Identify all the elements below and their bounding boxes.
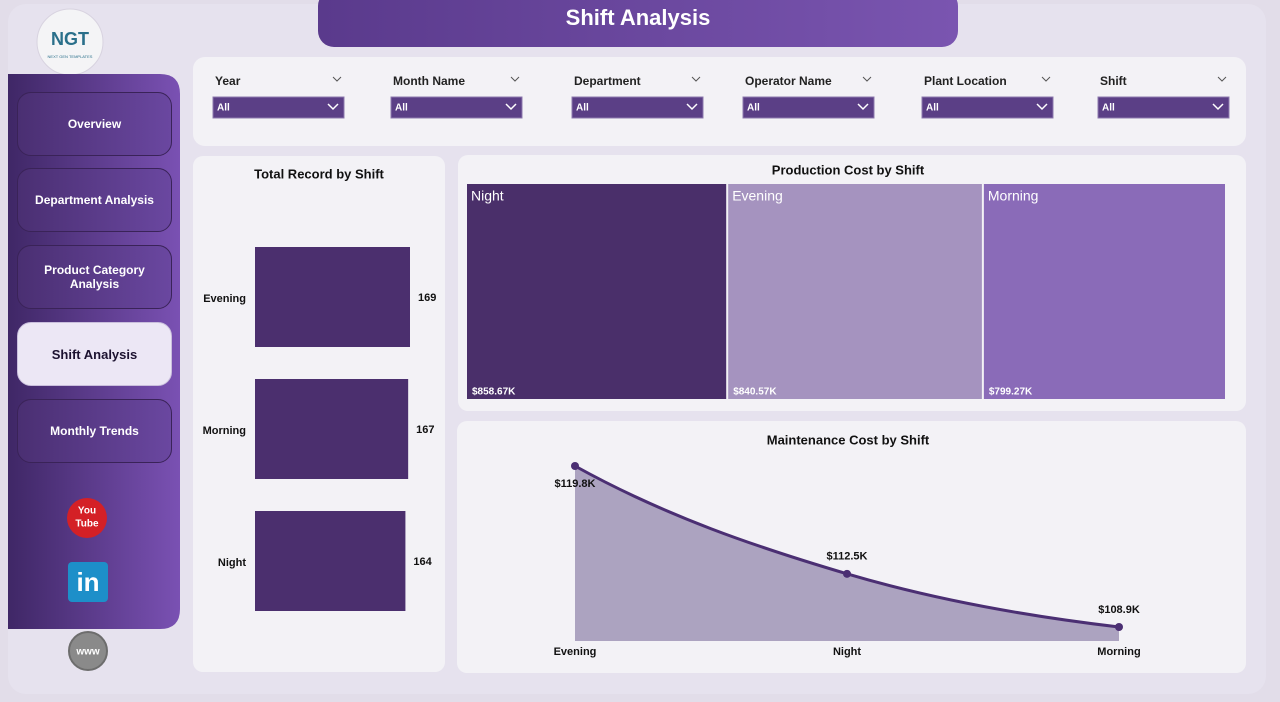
filter-panel — [193, 57, 1246, 146]
dropdown-value: All — [926, 103, 939, 114]
chart-title: Total Record by Shift — [254, 166, 384, 181]
data-label: $799.27K — [989, 387, 1033, 398]
tile-label: Night — [471, 188, 504, 204]
chart-title: Production Cost by Shift — [772, 162, 925, 177]
page-title: Shift Analysis — [566, 5, 711, 30]
treemap-tile — [467, 184, 727, 399]
data-label: $112.5K — [827, 551, 868, 563]
x-tick-label: Night — [833, 646, 861, 658]
nav-button[interactable]: Shift Analysis — [17, 322, 172, 386]
data-label: $840.57K — [733, 387, 777, 398]
nav-button[interactable]: Overview — [17, 92, 172, 156]
chevron — [1041, 76, 1051, 82]
chevron — [327, 103, 339, 111]
data-label: 164 — [413, 556, 432, 568]
chevron — [510, 76, 520, 82]
bar — [255, 247, 410, 347]
bar — [255, 379, 409, 479]
chevron — [857, 103, 869, 111]
youtube-text: You — [78, 506, 96, 517]
chevron — [862, 76, 872, 82]
data-label: $119.8K — [555, 478, 596, 490]
dropdown[interactable] — [921, 96, 1054, 119]
dropdown[interactable] — [390, 96, 523, 119]
filter-label: Department — [574, 74, 641, 88]
logo-text: NGT — [51, 29, 89, 49]
x-tick-label: Evening — [554, 646, 597, 658]
youtube-text: Tube — [75, 519, 99, 530]
treemap-tile — [983, 184, 1225, 399]
point — [843, 569, 851, 578]
dropdown[interactable] — [742, 96, 875, 119]
filter-label: Year — [215, 74, 241, 88]
dropdown-value: All — [395, 103, 408, 114]
point — [571, 462, 579, 470]
chevron — [1217, 76, 1227, 82]
dropdown-value: All — [576, 103, 589, 114]
data-label: $108.9K — [1098, 604, 1140, 616]
title-banner — [318, 0, 958, 47]
nav-button[interactable]: Monthly Trends — [17, 399, 172, 463]
tile-label: Evening — [732, 188, 783, 204]
chevron — [691, 76, 701, 82]
category-label: Morning — [203, 425, 246, 437]
chevron — [505, 103, 517, 111]
filter-label: Operator Name — [745, 74, 832, 88]
dropdown-value: All — [1102, 103, 1115, 114]
dropdown-value: All — [217, 103, 230, 114]
category-label: Evening — [203, 293, 246, 305]
point — [1115, 623, 1123, 631]
category-label: Night — [218, 557, 246, 569]
web-icon[interactable] — [68, 631, 108, 671]
chart-title: Maintenance Cost by Shift — [767, 432, 930, 447]
nav-button[interactable]: Product Category Analysis — [17, 245, 172, 309]
linkedin-icon[interactable] — [68, 562, 108, 602]
nav-button[interactable]: Department Analysis — [17, 168, 172, 232]
youtube-icon[interactable] — [67, 498, 107, 538]
chevron — [332, 76, 342, 82]
dropdown[interactable] — [212, 96, 345, 119]
data-label: 169 — [418, 292, 436, 304]
chevron — [686, 103, 698, 111]
chevron — [1036, 103, 1048, 111]
data-label: $858.67K — [472, 387, 516, 398]
area — [575, 466, 1119, 641]
filter-label: Plant Location — [924, 74, 1007, 88]
dropdown[interactable] — [1097, 96, 1230, 119]
dropdown-value: All — [747, 103, 760, 114]
filter-label: Shift — [1100, 74, 1127, 88]
chevron — [1212, 103, 1224, 111]
web-text: www — [75, 647, 100, 658]
bar — [255, 511, 406, 611]
data-label: 167 — [416, 424, 434, 436]
linkedin-text: in — [76, 567, 99, 597]
treemap-tile — [728, 184, 982, 399]
filter-label: Month Name — [393, 74, 465, 88]
dropdown[interactable] — [571, 96, 704, 119]
tile-label: Morning — [988, 188, 1039, 204]
logo-subtext: NEXT GEN TEMPLATES — [48, 54, 93, 59]
x-tick-label: Morning — [1097, 646, 1140, 658]
